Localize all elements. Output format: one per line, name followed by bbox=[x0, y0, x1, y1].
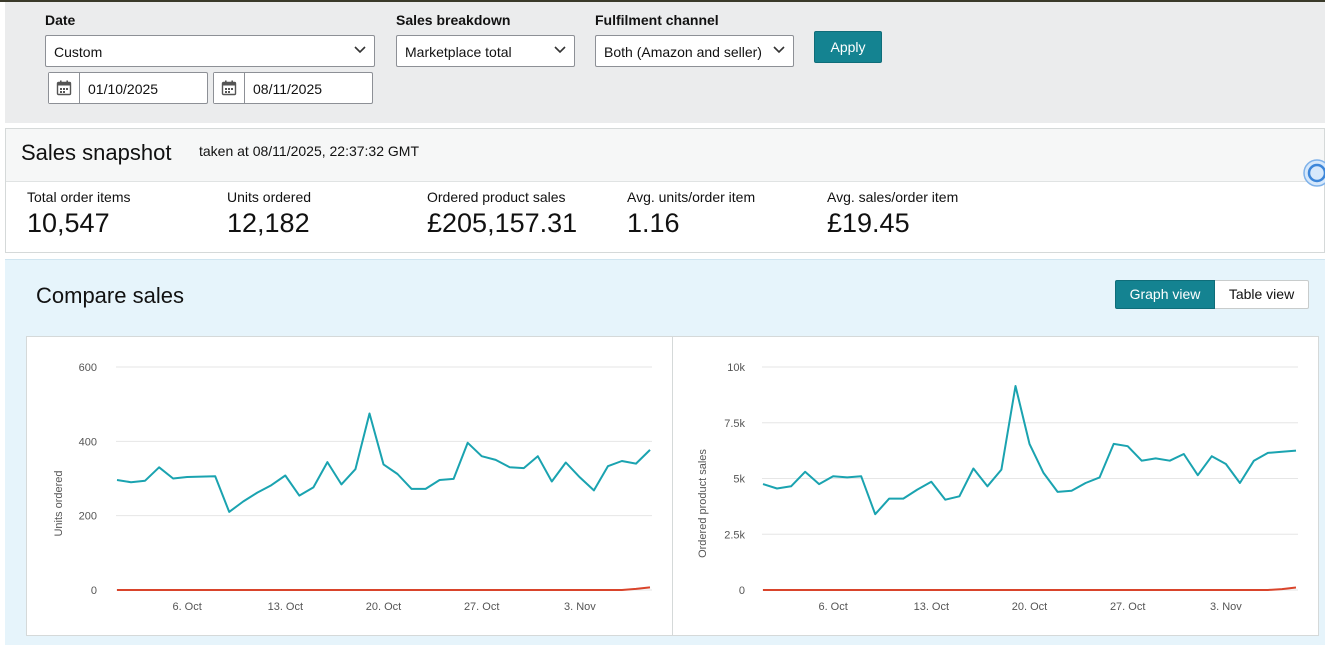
x-tick-label: 27. Oct bbox=[1110, 601, 1145, 613]
end-date-value: 08/11/2025 bbox=[253, 81, 323, 97]
metric-avg-units-per-order-item: Avg. units/order item 1.16 bbox=[627, 189, 755, 239]
y-tick-label: 200 bbox=[79, 511, 97, 523]
y-tick-label: 7.5k bbox=[724, 418, 745, 430]
x-tick-label: 20. Oct bbox=[1012, 601, 1047, 613]
sales-breakdown-label: Sales breakdown bbox=[396, 12, 511, 28]
chevron-down-icon bbox=[554, 46, 566, 54]
series-line-current bbox=[762, 385, 1297, 516]
chart-divider bbox=[672, 337, 673, 635]
loading-spinner-icon bbox=[1303, 159, 1325, 187]
x-tick-label: 3. Nov bbox=[1210, 601, 1242, 613]
start-date-field[interactable]: 01/10/2025 bbox=[48, 72, 208, 104]
calendar-icon[interactable] bbox=[49, 73, 80, 103]
table-view-button[interactable]: Table view bbox=[1215, 280, 1309, 309]
date-label: Date bbox=[45, 12, 76, 28]
sales-breakdown-select[interactable]: Marketplace total bbox=[396, 35, 575, 67]
sales-breakdown-value: Marketplace total bbox=[405, 44, 512, 60]
units-ordered-chart: 0 200 400 600 Units ordered 6. Oct 13. Oct 20. … bbox=[53, 362, 652, 613]
chevron-down-icon bbox=[773, 46, 785, 54]
y-tick-label: 10k bbox=[727, 362, 745, 374]
snapshot-header: Sales snapshot taken at 08/11/2025, 22:3… bbox=[6, 129, 1324, 182]
y-axis-title: Units ordered bbox=[53, 470, 65, 536]
y-tick-label: 2.5k bbox=[724, 529, 745, 541]
metric-value: £205,157.31 bbox=[427, 208, 578, 238]
fulfilment-channel-select[interactable]: Both (Amazon and seller) bbox=[595, 35, 794, 67]
x-tick-label: 20. Oct bbox=[366, 601, 401, 613]
snapshot-timestamp: taken at 08/11/2025, 22:37:32 GMT bbox=[199, 143, 420, 159]
metric-label: Avg. sales/order item bbox=[827, 189, 959, 205]
x-tick-label: 13. Oct bbox=[268, 601, 303, 613]
metric-avg-sales-per-order-item: Avg. sales/order item £19.45 bbox=[827, 189, 958, 239]
metric-label: Total order items bbox=[27, 189, 131, 205]
calendar-icon[interactable] bbox=[214, 73, 245, 103]
chevron-down-icon bbox=[354, 46, 366, 54]
snapshot-title: Sales snapshot bbox=[21, 140, 172, 165]
metric-value: 12,182 bbox=[227, 208, 310, 238]
date-range-select[interactable]: Custom bbox=[45, 35, 375, 67]
x-tick-label: 13. Oct bbox=[914, 601, 949, 613]
x-tick-label: 3. Nov bbox=[564, 601, 596, 613]
y-tick-label: 0 bbox=[91, 585, 97, 597]
y-axis-title: Ordered product sales bbox=[697, 449, 709, 558]
metric-total-order-items: Total order items 10,547 bbox=[27, 189, 130, 239]
fulfilment-channel-label: Fulfilment channel bbox=[595, 12, 719, 28]
charts-panel: 0 200 400 600 Units ordered 6. Oct 13. Oct 20. … bbox=[26, 336, 1319, 636]
y-tick-label: 0 bbox=[739, 585, 745, 597]
y-tick-label: 400 bbox=[79, 436, 97, 448]
metric-label: Avg. units/order item bbox=[627, 189, 756, 205]
series-line-compare bbox=[763, 586, 1297, 591]
series-line-compare bbox=[117, 586, 651, 591]
y-tick-label: 600 bbox=[79, 362, 97, 374]
metric-value: 10,547 bbox=[27, 208, 110, 238]
graph-view-button[interactable]: Graph view bbox=[1115, 280, 1215, 309]
compare-sales-title: Compare sales bbox=[36, 283, 184, 308]
metric-units-ordered: Units ordered 12,182 bbox=[227, 189, 311, 239]
metric-label: Units ordered bbox=[227, 189, 312, 205]
x-tick-label: 27. Oct bbox=[464, 601, 499, 613]
filter-bar: Date Custom 01/10/2025 08/11/2025 Sales … bbox=[5, 2, 1325, 123]
date-range-value: Custom bbox=[54, 44, 103, 60]
series-line-current bbox=[116, 412, 651, 513]
fulfilment-channel-value: Both (Amazon and seller) bbox=[604, 44, 762, 60]
x-tick-label: 6. Oct bbox=[818, 601, 847, 613]
ordered-product-sales-chart: 0 2.5k 5k 7.5k 10k Ordered product sales 6. Oc… bbox=[697, 362, 1298, 613]
start-date-value: 01/10/2025 bbox=[88, 81, 159, 97]
metric-ordered-product-sales: Ordered product sales £205,157.31 bbox=[427, 189, 577, 239]
y-tick-label: 5k bbox=[733, 474, 745, 486]
metric-value: 1.16 bbox=[627, 208, 680, 238]
metric-label: Ordered product sales bbox=[427, 189, 566, 205]
end-date-field[interactable]: 08/11/2025 bbox=[213, 72, 373, 104]
sales-snapshot-panel: Sales snapshot taken at 08/11/2025, 22:3… bbox=[5, 128, 1325, 253]
x-tick-label: 6. Oct bbox=[172, 601, 201, 613]
window-top-border bbox=[0, 0, 1325, 2]
apply-button[interactable]: Apply bbox=[814, 31, 882, 63]
metric-value: £19.45 bbox=[827, 208, 910, 238]
